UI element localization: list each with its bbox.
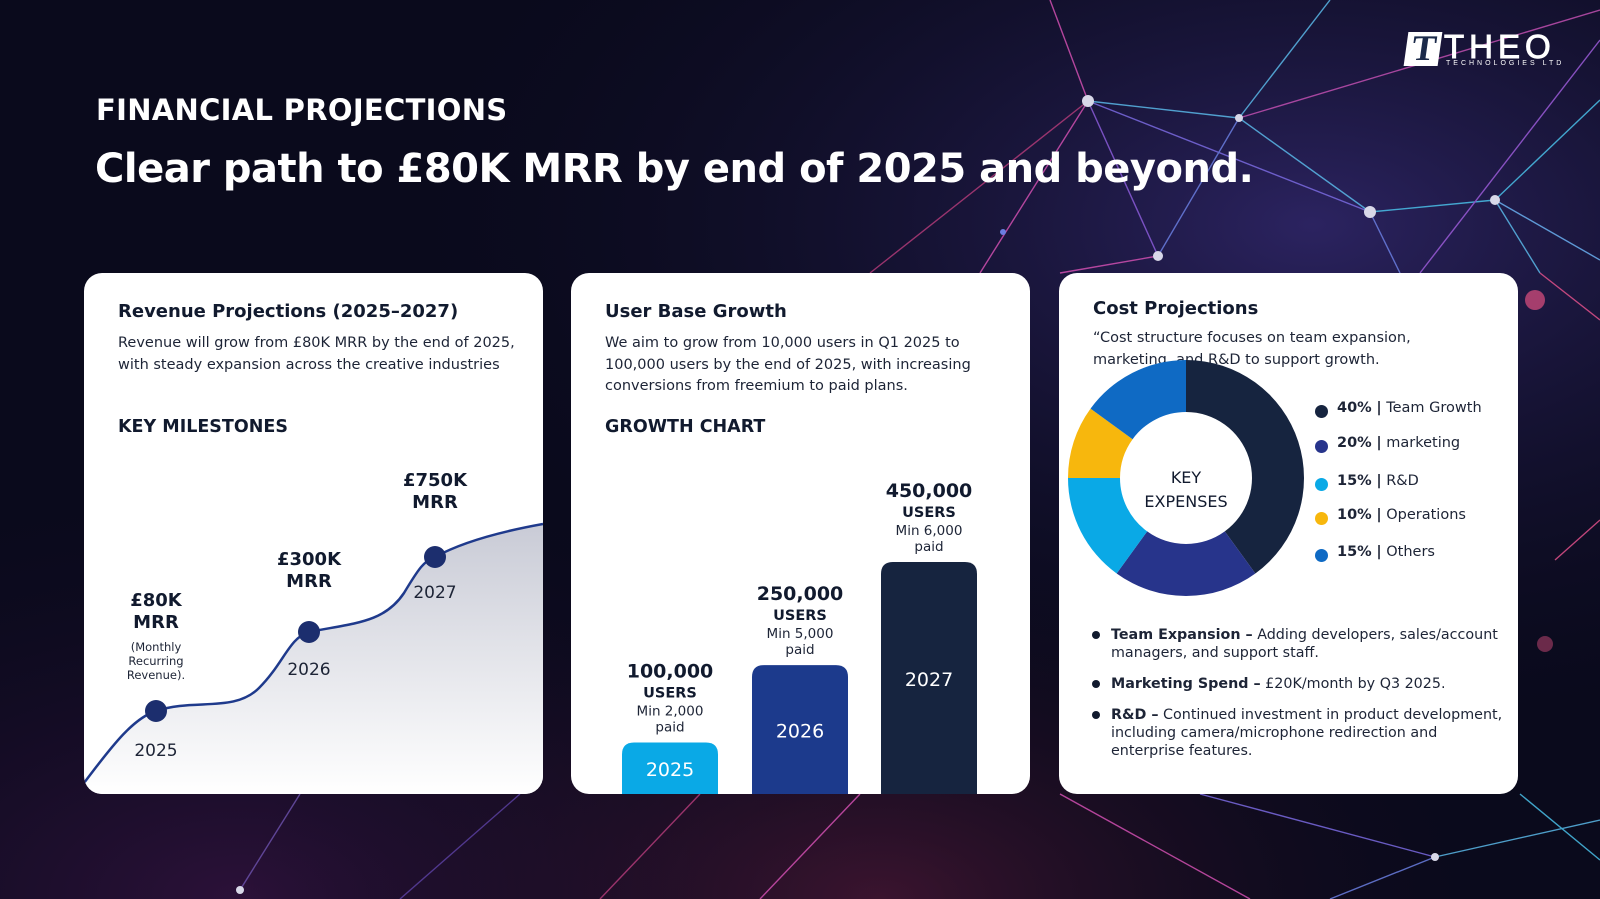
milestone-value: £80K — [130, 590, 183, 611]
bar-sub-label: paid — [785, 642, 814, 658]
bar-sub-label: Min 5,000 — [767, 626, 834, 642]
legend-pct: 40% — [1337, 400, 1372, 416]
milestone-value: £750K — [403, 470, 468, 491]
growth-chart-label: GROWTH CHART — [605, 417, 766, 437]
milestone-point-2027 — [424, 546, 446, 568]
milestone-point-2025 — [145, 700, 167, 722]
legend-label: Team Growth — [1386, 400, 1482, 416]
milestone-year: 2026 — [287, 660, 330, 680]
bar-sub-label: paid — [655, 719, 684, 735]
donut-slice-others — [1090, 360, 1186, 440]
donut-slice-marketing — [1116, 531, 1256, 596]
legend-swatch — [1315, 512, 1328, 525]
donut-slice-r-d — [1068, 478, 1148, 574]
card-description: Revenue will grow from £80K MRR by the e… — [118, 335, 515, 373]
legend-pct: 15% — [1337, 473, 1372, 489]
bar-2027 — [881, 562, 977, 794]
milestone-unit: MRR — [412, 492, 458, 513]
logo-subtitle: TECHNOLOGIES LTD — [1446, 60, 1565, 67]
legend-label: Operations — [1386, 507, 1466, 523]
revenue-area — [84, 524, 543, 794]
milestone-value: £300K — [277, 549, 342, 570]
milestone-unit: MRR — [133, 612, 179, 633]
bar-2025 — [622, 742, 718, 794]
logo-mark: T — [1403, 28, 1443, 68]
theo-logo: T THEO TECHNOLOGIES LTD — [1403, 28, 1566, 70]
legend-swatch — [1315, 405, 1328, 418]
bullet-team-expansion: Team Expansion – Adding developers, sale… — [1092, 626, 1503, 662]
milestone-point-2026 — [298, 621, 320, 643]
card-title: User Base Growth — [605, 301, 787, 322]
donut-slice-team-growth — [1186, 360, 1304, 574]
bar-category-label: 2026 — [776, 721, 824, 743]
legend-swatch — [1315, 549, 1328, 562]
milestone-note: Revenue). — [127, 668, 185, 682]
bar-value-label: 250,000 — [757, 583, 844, 605]
legend-label: Others — [1386, 544, 1435, 560]
bar-category-label: 2027 — [905, 669, 953, 691]
legend-pct: 15% — [1337, 544, 1372, 560]
legend-swatch — [1315, 440, 1328, 453]
bar-value-label: 450,000 — [886, 480, 973, 502]
bar-unit-label: USERS — [643, 685, 697, 701]
bullet-rnd: R&D – Continued investment in product de… — [1092, 706, 1503, 760]
card-description: We aim to grow from 10,000 users in Q1 2… — [605, 335, 971, 394]
bar-2026 — [752, 665, 848, 794]
bar-sub-label: Min 6,000 — [896, 523, 963, 539]
bar-value-label: 100,000 — [627, 660, 714, 682]
user-base-growth-card: User Base Growth We aim to grow from 10,… — [571, 273, 1030, 794]
bar-category-label: 2025 — [646, 759, 694, 781]
legend-label: marketing — [1386, 435, 1461, 451]
key-expenses-donut-chart: KEY EXPENSES — [1068, 360, 1304, 596]
page-headline: Clear path to £80K MRR by end of 2025 an… — [95, 146, 1254, 192]
milestone-note: (Monthly — [131, 640, 182, 654]
legend-label: R&D — [1386, 473, 1419, 489]
revenue-projections-card: Revenue Projections (2025–2027) Revenue … — [84, 273, 543, 794]
milestone-note: Recurring — [128, 654, 183, 668]
bullet-marketing-spend: Marketing Spend – £20K/month by Q3 2025. — [1092, 675, 1503, 693]
donut-center-line-1: KEY — [1171, 468, 1202, 487]
legend-swatch — [1315, 478, 1328, 491]
donut-center-line-2: EXPENSES — [1144, 492, 1227, 511]
legend-pct: 10% — [1337, 507, 1372, 523]
key-milestones-label: KEY MILESTONES — [118, 417, 288, 437]
cost-bullet-list: Team Expansion – Adding developers, sale… — [1092, 626, 1503, 773]
milestone-unit: MRR — [286, 571, 332, 592]
cost-projections-card: Cost Projections “Cost structure focuses… — [1059, 273, 1518, 794]
milestone-year: 2027 — [413, 583, 456, 603]
bar-sub-label: Min 2,000 — [637, 703, 704, 719]
card-title: Cost Projections — [1093, 298, 1259, 319]
logo-name: THEO — [1444, 28, 1556, 66]
milestone-year: 2025 — [134, 741, 177, 761]
card-title: Revenue Projections (2025–2027) — [118, 301, 459, 322]
bar-unit-label: USERS — [773, 608, 827, 624]
legend-pct: 20% — [1337, 435, 1372, 451]
section-eyebrow: FINANCIAL PROJECTIONS — [96, 93, 508, 127]
donut-slice-operations — [1068, 408, 1133, 478]
bar-sub-label: paid — [914, 539, 943, 555]
bar-unit-label: USERS — [902, 505, 956, 521]
